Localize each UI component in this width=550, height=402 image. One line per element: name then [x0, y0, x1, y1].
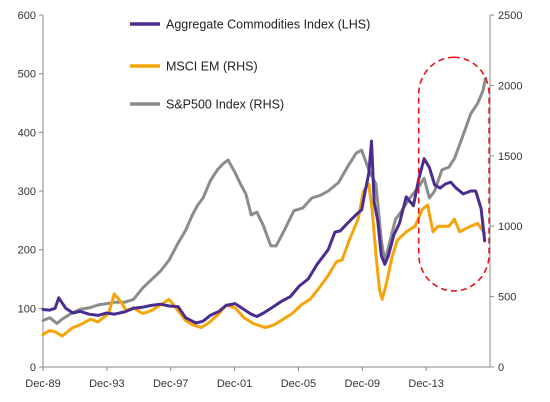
legend-label-1: MSCI EM (RHS)	[166, 60, 258, 74]
right-axis-tick-label: 2000	[498, 80, 522, 92]
left-axis-tick-label: 100	[18, 303, 36, 315]
left-axis-tick-label: 400	[18, 127, 36, 139]
series-line-0	[41, 139, 487, 325]
left-axis-tick-label: 600	[18, 10, 36, 22]
axes: 0 100 200 300 400 500 600 0 500 1000 1500 2000 2500 D…	[18, 10, 523, 390]
highlight-ellipse	[417, 56, 490, 292]
x-axis-tick-label: Dec-01	[217, 378, 252, 390]
series-line-1	[41, 182, 487, 338]
legend-label-2: S&P500 Index (RHS)	[166, 98, 284, 112]
left-axis-tick-label: 200	[18, 245, 36, 257]
x-axis-tick-label: Dec-93	[89, 378, 124, 390]
right-axis-tick-label: 0	[498, 362, 504, 374]
x-axis-tick-label: Dec-05	[281, 378, 316, 390]
annotation-layer	[417, 56, 490, 292]
left-axis-tick-label: 500	[18, 69, 36, 81]
series-line-2	[41, 76, 487, 325]
legend-label-0: Aggregate Commodities Index (LHS)	[166, 18, 370, 32]
x-axis-tick-label: Dec-97	[153, 378, 188, 390]
x-axis-tick-label: Dec-09	[345, 378, 380, 390]
x-axis-tick-label: Dec-89	[25, 378, 60, 390]
right-axis-tick-label: 1000	[498, 221, 522, 233]
right-axis-tick-label: 2500	[498, 10, 522, 22]
left-axis-tick-label: 300	[18, 186, 36, 198]
legend: Aggregate Commodities Index (LHS) MSCI EM…	[130, 18, 370, 112]
right-axis-tick-label: 500	[498, 292, 516, 304]
left-axis-tick-label: 0	[30, 362, 36, 374]
x-axis-tick-label: Dec-13	[408, 378, 443, 390]
series-layer	[41, 76, 487, 338]
right-axis-tick-label: 1500	[498, 151, 522, 163]
